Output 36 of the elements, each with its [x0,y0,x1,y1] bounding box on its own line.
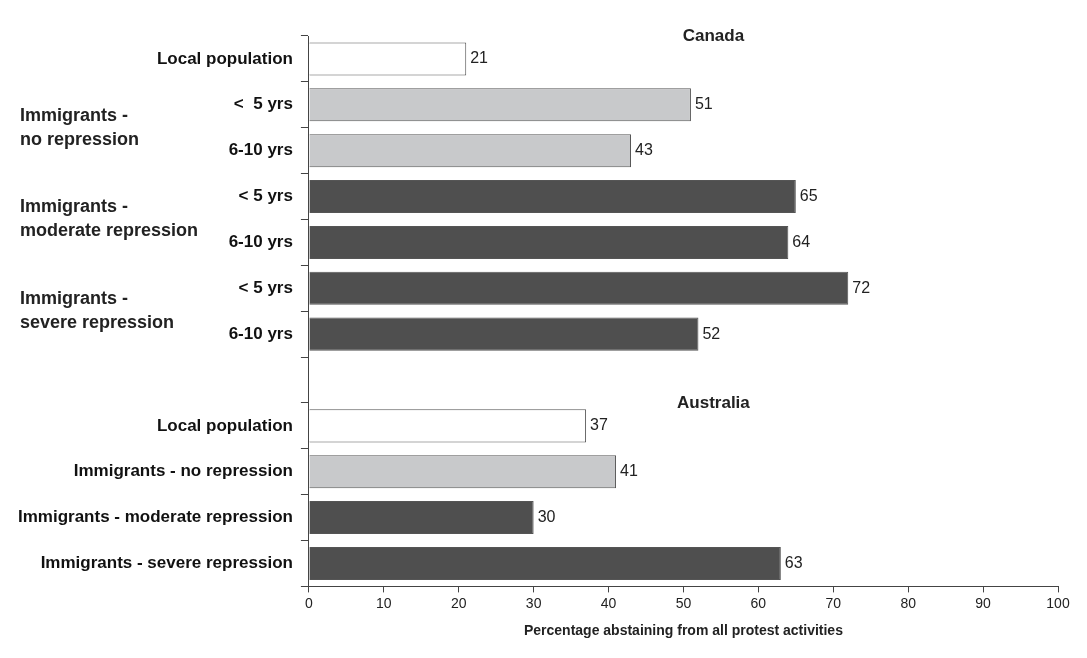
data-label: 41 [620,462,638,480]
x-tick-label: 50 [675,594,692,611]
x-tick-label: 100 [1046,594,1070,611]
x-tick-label: 10 [376,594,392,611]
y-tick-label: Immigrants - no repression [73,461,293,481]
x-tick-label: 60 [750,594,767,611]
data-label: 64 [792,232,811,250]
y-tick-label: < 5 yrs [233,94,293,114]
x-tick-label: 30 [525,594,542,611]
x-tick-label: 0 [305,594,314,611]
data-label: 30 [537,508,556,526]
x-tick-label: 40 [600,594,617,611]
y-tick-label: Local population [156,48,293,68]
x-tick-label: 90 [975,594,992,611]
annotation: Australia [677,393,751,413]
y-tick-label: 6-10 yrs [228,323,293,343]
x-tick-label: 80 [900,594,917,611]
data-label: 37 [590,416,608,434]
data-label: 65 [799,186,818,204]
y-tick-label: Local population [156,415,293,435]
data-label: 63 [784,553,803,571]
y-tick-label: < 5 yrs [238,186,293,206]
data-label: 51 [694,95,713,113]
data-label: 21 [470,49,489,67]
y-tick-label: Immigrants - severe repression [40,553,293,573]
data-label: 52 [702,324,721,342]
y-tick-label: 6-10 yrs [228,140,293,160]
y-tick-label: Immigrants - moderate repression [17,507,293,527]
x-axis-title: Percentage abstaining from all protest activities [523,622,844,639]
data-label: 43 [635,141,653,159]
y-tick-label: 6-10 yrs [228,232,293,252]
data-label: 72 [852,278,871,296]
x-tick-label: 70 [825,594,842,611]
y-tick-label: < 5 yrs [238,277,293,297]
x-tick-label: 20 [450,594,467,611]
annotation: Canada [682,26,745,46]
